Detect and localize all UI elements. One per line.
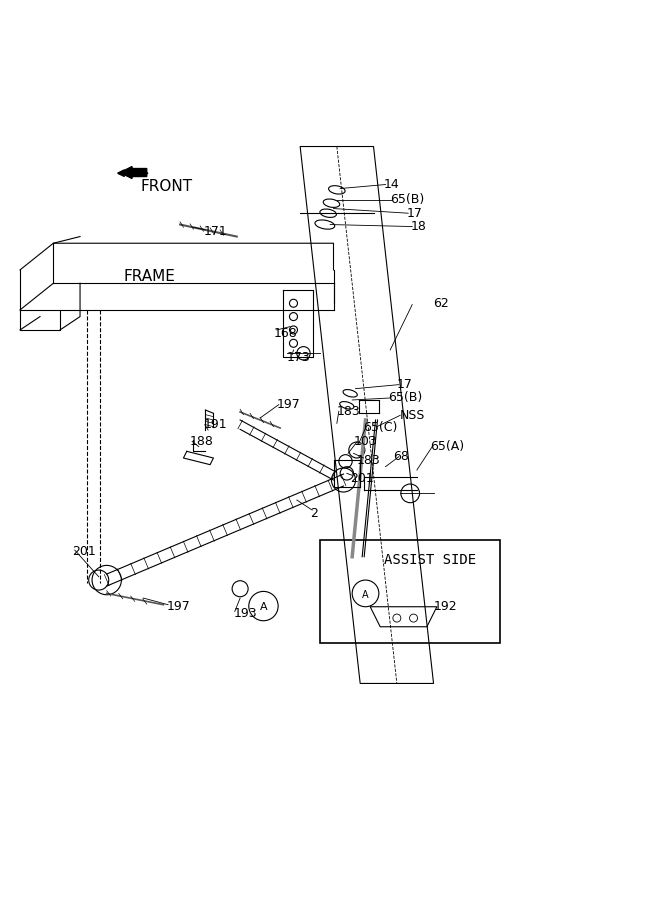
Text: ASSIST SIDE: ASSIST SIDE: [384, 554, 476, 567]
Text: 197: 197: [167, 600, 191, 613]
Text: 65(B): 65(B): [388, 392, 422, 404]
Text: 191: 191: [203, 418, 227, 431]
Text: 2: 2: [310, 507, 318, 520]
Text: 188: 188: [190, 435, 214, 448]
Text: 103: 103: [354, 436, 378, 448]
Text: FRAME: FRAME: [123, 269, 175, 284]
Text: 17: 17: [407, 207, 423, 220]
Text: A: A: [259, 602, 267, 612]
Text: 201: 201: [72, 544, 96, 558]
Text: 14: 14: [384, 178, 400, 191]
FancyArrow shape: [120, 166, 147, 178]
Text: 201: 201: [350, 472, 374, 484]
Text: A: A: [362, 590, 369, 599]
Text: FRONT: FRONT: [140, 179, 192, 194]
Text: 65(C): 65(C): [364, 421, 398, 435]
Text: 173: 173: [287, 352, 311, 365]
Text: 68: 68: [394, 450, 410, 464]
Text: 193: 193: [233, 607, 257, 620]
Text: 197: 197: [277, 398, 301, 411]
Text: 18: 18: [410, 220, 426, 233]
Text: 171: 171: [203, 225, 227, 238]
Text: NSS: NSS: [400, 409, 426, 422]
Text: 192: 192: [434, 600, 457, 613]
Text: 183: 183: [337, 405, 361, 418]
Text: 17: 17: [397, 378, 413, 392]
Text: 183: 183: [357, 454, 381, 466]
Text: 65(A): 65(A): [430, 440, 464, 454]
Text: 65(B): 65(B): [390, 194, 424, 206]
Text: 168: 168: [273, 327, 297, 340]
Text: 62: 62: [434, 297, 450, 310]
